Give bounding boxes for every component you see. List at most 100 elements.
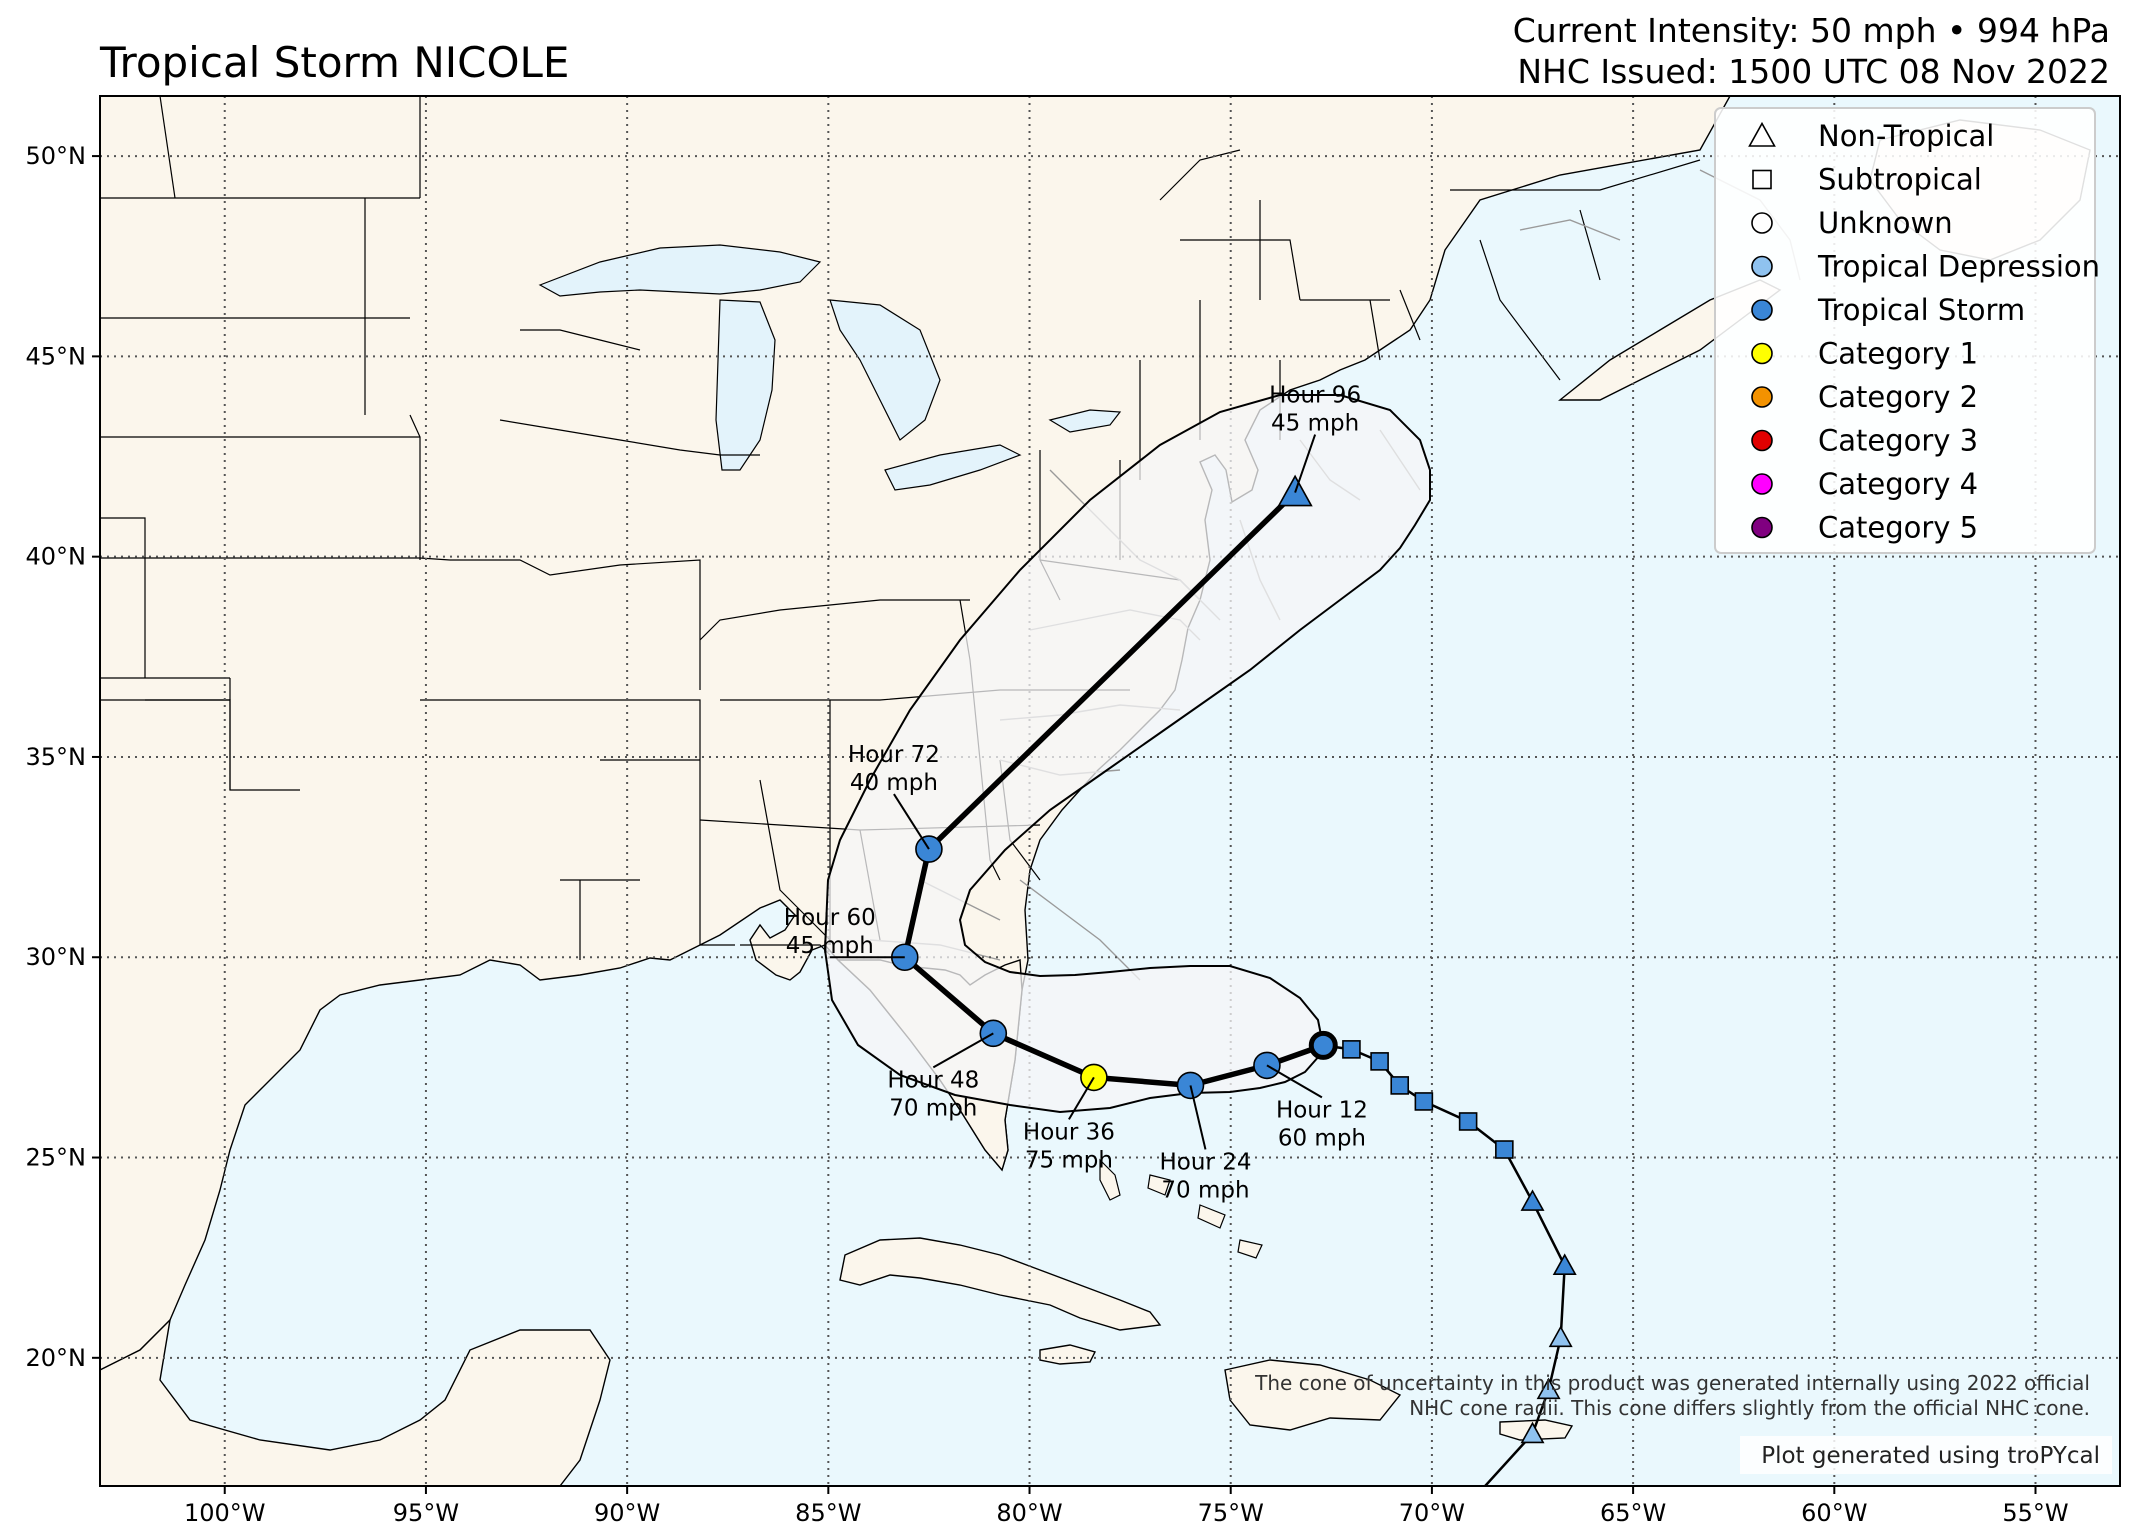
legend-label: Category 1 <box>1818 337 1978 371</box>
legend-label: Tropical Depression <box>1817 250 2100 284</box>
great-lakes <box>538 244 1122 491</box>
legend-symbol <box>1751 212 1773 234</box>
past-track-point <box>1390 1076 1410 1095</box>
lat-tick-label: 45°N <box>26 342 87 370</box>
legend-item: Unknown <box>1751 206 1953 240</box>
map-frame <box>99 95 2121 1487</box>
legend-symbol <box>1751 342 1773 365</box>
forecast-hour-label: Hour 48 <box>887 1067 979 1093</box>
past-track-point <box>1552 1253 1577 1275</box>
lon-tick-label: 85°W <box>795 1499 861 1527</box>
forecast-wind-label: 70 mph <box>1161 1177 1249 1203</box>
lon-tick-label: 90°W <box>594 1499 660 1527</box>
lat-tick-label: 20°N <box>26 1344 87 1372</box>
central-america-land <box>100 1317 611 1486</box>
jamaica-land <box>1039 1344 1097 1365</box>
past-track-point <box>1548 1325 1573 1348</box>
disclaimer-line-2: NHC cone radii. This cone differs slight… <box>1409 1396 2090 1420</box>
forecast-cone <box>823 394 1431 1114</box>
forecast-wind-label: 60 mph <box>1278 1125 1366 1151</box>
label-leader-line <box>1294 434 1317 493</box>
legend-label: Subtropical <box>1818 163 1982 197</box>
credit-text: Plot generated using troPYcal <box>1761 1443 2100 1469</box>
label-leader-line <box>893 793 930 850</box>
credit-box <box>1740 1436 2112 1474</box>
past-track-point <box>1458 1112 1478 1131</box>
legend-item: Non-Tropical <box>1748 119 1994 153</box>
lat-tick-label: 40°N <box>26 543 87 571</box>
legend-item: Tropical Depression <box>1751 250 2100 284</box>
lon-tick-label: 65°W <box>1600 1499 1666 1527</box>
hispaniola-land <box>1224 1359 1402 1431</box>
legend-symbol <box>1751 516 1773 539</box>
disclaimer-line-1: The cone of uncertainty in this product … <box>1254 1371 2090 1395</box>
lat-tick-label: 50°N <box>26 142 87 170</box>
forecast-hour-label: Hour 72 <box>848 742 940 768</box>
lat-tick-label: 30°N <box>26 943 87 971</box>
legend-label: Non-Tropical <box>1818 119 1994 153</box>
longitude-ticks: 100°W 95°W 90°W 85°W 80°W 75°W 70°W 65°W 60°W 55°… <box>184 1486 2069 1527</box>
past-track-point <box>1520 1189 1545 1211</box>
storm-info: Current Intensity: 50 mph • 994 hPa NHC … <box>1513 10 2110 92</box>
legend-label: Category 5 <box>1818 511 1978 545</box>
forecast-hour-label: Hour 96 <box>1269 383 1361 409</box>
legend-item: Subtropical <box>1752 163 1982 197</box>
legend-symbol <box>1751 429 1773 452</box>
lon-tick-label: 95°W <box>393 1499 459 1527</box>
lon-tick-label: 80°W <box>996 1499 1062 1527</box>
disclaimer: The cone of uncertainty in this product … <box>1254 1371 2090 1420</box>
label-leader-line <box>1068 1076 1095 1120</box>
lon-tick-label: 100°W <box>184 1499 266 1527</box>
legend-label: Unknown <box>1818 206 1953 240</box>
past-track-point <box>1520 1421 1545 1444</box>
legend-item: Category 4 <box>1751 467 1978 501</box>
forecast-wind-label: 75 mph <box>1025 1147 1113 1173</box>
lat-tick-label: 25°N <box>26 1144 87 1172</box>
forecast-wind-label: 45 mph <box>786 933 874 959</box>
legend-label: Tropical Storm <box>1817 293 2025 327</box>
forecast-hour-label: Hour 24 <box>1159 1149 1251 1175</box>
legend-item: Category 2 <box>1751 380 1978 414</box>
forecast-hour-label: Hour 60 <box>784 905 876 931</box>
lon-tick-label: 75°W <box>1198 1499 1264 1527</box>
legend-item: Tropical Storm <box>1751 293 2025 327</box>
lat-tick-label: 35°N <box>26 743 87 771</box>
forecast-hour-label: Hour 36 <box>1023 1119 1115 1145</box>
nhc-issued: NHC Issued: 1500 UTC 08 Nov 2022 <box>1517 52 2110 91</box>
past-track-point <box>1414 1092 1434 1111</box>
current-intensity: Current Intensity: 50 mph • 994 hPa <box>1512 11 2110 50</box>
legend-label: Category 4 <box>1818 467 1978 501</box>
bahamas-land <box>1099 1158 1263 1259</box>
past-track-point <box>1495 1140 1514 1159</box>
forecast-wind-label: 40 mph <box>850 770 938 796</box>
label-leader-line <box>932 1032 994 1069</box>
legend-symbol <box>1751 255 1773 278</box>
map-title: Tropical Storm NICOLE <box>100 38 570 87</box>
legend-item: Category 1 <box>1751 337 1978 371</box>
legend-symbol <box>1751 386 1773 408</box>
legend-symbol <box>1751 299 1773 321</box>
forecast-hour-label: Hour 12 <box>1276 1097 1368 1123</box>
legend-symbol <box>1751 473 1773 495</box>
legend: Non-Tropical Subtropical Unknown Tropical D… <box>1714 107 2100 554</box>
legend-box <box>1714 107 2096 554</box>
legend-symbol <box>1752 169 1772 190</box>
lon-tick-label: 55°W <box>2002 1499 2068 1527</box>
current-position-marker <box>1308 1030 1338 1060</box>
lon-tick-label: 60°W <box>1801 1499 1867 1527</box>
latitude-ticks: 50°N 45°N 40°N 35°N 30°N 25°N 20°N <box>26 142 100 1372</box>
lon-tick-label: 70°W <box>1399 1499 1465 1527</box>
past-track-point <box>1342 1040 1361 1059</box>
forecast-wind-label: 45 mph <box>1271 411 1359 437</box>
legend-label: Category 2 <box>1818 380 1978 414</box>
legend-item: Category 5 <box>1751 511 1978 545</box>
legend-label: Category 3 <box>1818 424 1978 458</box>
label-leader-line <box>1266 1064 1323 1099</box>
past-track-point <box>1370 1052 1389 1071</box>
legend-symbol <box>1748 121 1776 147</box>
past-track-markers <box>1342 1040 1577 1444</box>
label-leader-line <box>1189 1085 1207 1150</box>
cuba-land <box>839 1237 1162 1331</box>
past-track-point <box>1536 1377 1561 1400</box>
